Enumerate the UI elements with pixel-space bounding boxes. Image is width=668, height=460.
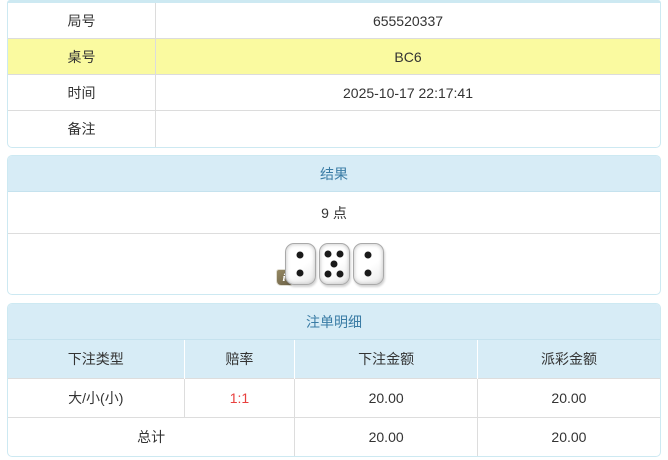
bet-row: 大/小(小) 1:1 20.00 20.00 [8,377,660,417]
bet-amount-value: 20.00 [294,377,478,417]
dice-row: i [8,234,660,294]
game-info-panel: 局号 655520337 桌号 BC6 时间 2025-10-17 22:17:… [7,0,661,148]
col-payout-amount: 派彩金额 [476,340,660,378]
total-label: 总计 [8,416,295,456]
game-info-row-round: 局号 655520337 [8,3,660,39]
round-number-label: 局号 [8,3,156,38]
dice-group: i [275,243,384,286]
col-bet-type: 下注类型 [8,340,185,378]
result-panel: 结果 9 点 i [7,155,661,295]
die-5 [318,243,350,285]
payout-amount-value: 20.00 [476,377,660,417]
remark-value [156,111,660,147]
game-info-row-time: 时间 2025-10-17 22:17:41 [8,75,660,111]
time-value: 2025-10-17 22:17:41 [343,84,473,101]
die-2 [284,243,316,285]
time-label: 时间 [8,75,156,110]
die-2 [352,243,384,285]
bet-odds-value: 1:1 [183,377,295,417]
table-number-label: 桌号 [8,39,156,74]
bet-details-panel: 注单明细 下注类型 赔率 下注金额 派彩金额 大/小(小) 1:1 20.00 … [7,303,661,457]
col-odds: 赔率 [183,340,295,378]
total-row: 总计 20.00 20.00 [8,416,660,456]
bets-header-row: 下注类型 赔率 下注金额 派彩金额 [8,340,660,378]
result-panel-title: 结果 [8,156,660,192]
col-bet-amount: 下注金额 [294,340,478,378]
total-payout-amount: 20.00 [476,416,660,456]
game-info-row-table: 桌号 BC6 [8,39,660,75]
table-number-value: BC6 [394,48,422,65]
bets-table: 下注类型 赔率 下注金额 派彩金额 大/小(小) 1:1 20.00 20.00… [8,340,660,456]
game-info-row-remark: 备注 [8,111,660,147]
bet-type-value: 大/小(小) [8,377,185,417]
result-points: 9 点 [8,192,660,234]
total-bet-amount: 20.00 [294,416,478,456]
round-number-value: 655520337 [372,12,444,29]
remark-label: 备注 [8,111,156,147]
bet-details-title: 注单明细 [8,304,660,340]
